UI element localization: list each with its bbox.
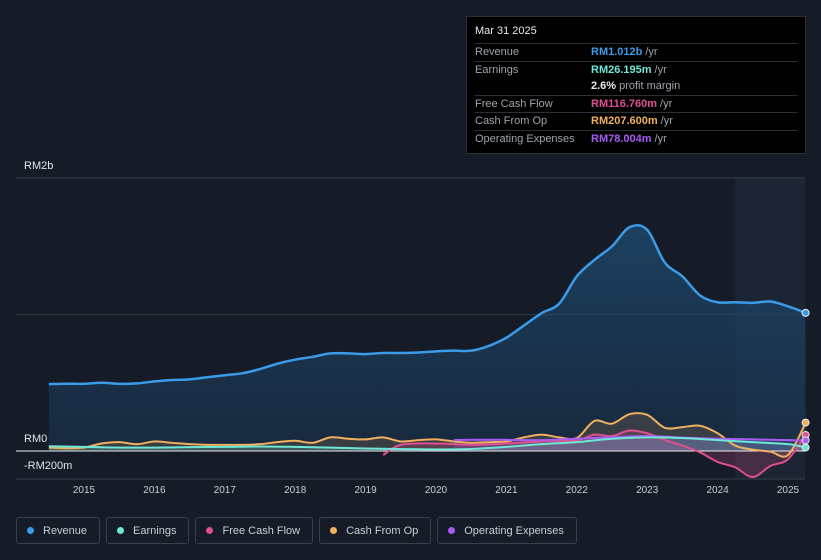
- tooltip-row-unit: /yr: [654, 132, 667, 145]
- earnings-end-marker: [801, 443, 810, 452]
- cash-from-op-end-marker: [801, 418, 810, 427]
- tooltip-row-unit: profit margin: [619, 80, 681, 93]
- tooltip-row: Earnings RM26.195m/yr: [475, 60, 797, 79]
- x-tick-label: 2022: [565, 485, 588, 496]
- earnings-line[interactable]: [48, 436, 806, 451]
- x-tick-label: 2019: [354, 485, 377, 496]
- tooltip-row-unit: /yr: [654, 63, 667, 76]
- free-cash-flow-line[interactable]: [382, 429, 807, 478]
- x-tick-label: 2021: [495, 485, 518, 496]
- legend-item-earnings[interactable]: Earnings: [106, 517, 190, 544]
- legend-label: Operating Expenses: [464, 524, 564, 537]
- tooltip-row: Cash From Op RM207.600m/yr: [475, 112, 797, 130]
- legend-item-operating-expenses[interactable]: Operating Expenses: [437, 517, 577, 544]
- legend-item-free-cash-flow[interactable]: Free Cash Flow: [195, 517, 314, 544]
- tooltip-row-unit: /yr: [645, 46, 658, 59]
- tooltip-row: 2.6% profit margin: [475, 78, 797, 95]
- legend-dot-icon: [206, 527, 214, 534]
- legend-item-cash-from-op[interactable]: Cash From Op: [319, 517, 432, 544]
- tooltip-row-label: Operating Expenses: [475, 132, 575, 145]
- tooltip-row-value: RM1.012b: [591, 46, 643, 59]
- tooltip-row-value: RM78.004m: [591, 132, 652, 145]
- operating-expenses-end-marker: [801, 436, 810, 445]
- legend-label: Earnings: [133, 524, 177, 537]
- tooltip-row-value: RM26.195m: [591, 63, 652, 76]
- revenue-end-marker: [801, 308, 810, 317]
- y-tick-label-bottom: -RM200m: [24, 460, 73, 472]
- tooltip-row-label: Revenue: [475, 46, 520, 59]
- x-tick-label: 2017: [213, 485, 236, 496]
- legend-label: Free Cash Flow: [222, 524, 301, 537]
- tooltip-row-unit: /yr: [660, 115, 673, 128]
- legend-item-revenue[interactable]: Revenue: [16, 517, 101, 544]
- legend-dot-icon: [27, 527, 34, 534]
- tooltip-row-label: Earnings: [475, 63, 519, 76]
- tooltip-row: Revenue RM1.012b/yr: [475, 43, 797, 61]
- legend: Revenue Earnings Free Cash Flow Cash From O…: [16, 517, 577, 544]
- cash-from-op-line[interactable]: [48, 412, 807, 458]
- legend-dot-icon: [448, 527, 456, 534]
- legend-label: Cash From Op: [346, 524, 419, 537]
- tooltip-row-label: Free Cash Flow: [475, 97, 553, 110]
- x-tick-label: 2023: [636, 485, 659, 496]
- x-tick-label: 2015: [72, 485, 96, 496]
- tooltip-row-value: 2.6%: [591, 80, 617, 93]
- tooltip-row-unit: /yr: [660, 97, 673, 110]
- tooltip-row-label: Cash From Op: [475, 115, 548, 128]
- x-tick-label: 2024: [706, 485, 729, 496]
- revenue-line[interactable]: [48, 223, 807, 386]
- legend-label: Revenue: [43, 524, 88, 537]
- y-tick-label-zero: RM0: [24, 433, 48, 445]
- legend-dot-icon: [117, 527, 125, 534]
- x-tick-label: 2025: [776, 485, 800, 496]
- tooltip-date: Mar 31 2025: [475, 25, 537, 37]
- operating-expenses-line[interactable]: [453, 434, 806, 442]
- y-tick-label-top: RM2b: [24, 160, 54, 172]
- tooltip-row: Free Cash Flow RM116.760m/yr: [475, 94, 797, 113]
- x-tick-label: 2020: [424, 485, 448, 496]
- tooltip-row-value: RM116.760m: [591, 97, 658, 110]
- tooltip-panel: Mar 31 2025 Revenue RM1.012b/yr Earnings RM…: [466, 16, 806, 154]
- tooltip-row-value: RM207.600m: [591, 115, 658, 128]
- x-tick-label: 2016: [143, 485, 166, 496]
- x-tick-label: 2018: [284, 485, 307, 496]
- legend-dot-icon: [330, 527, 338, 534]
- revenue-area: [48, 225, 806, 451]
- tooltip-row: Operating Expenses RM78.004m/yr: [475, 129, 797, 148]
